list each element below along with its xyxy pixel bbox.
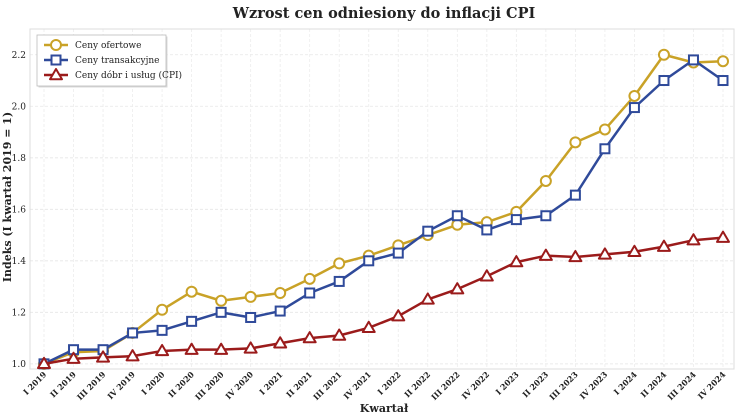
data-point: [66, 351, 81, 364]
legend-marker: [50, 39, 62, 51]
data-point: [420, 292, 435, 305]
data-point: [185, 285, 198, 298]
data-point: [599, 143, 611, 155]
data-point: [422, 225, 434, 237]
data-point: [628, 102, 640, 114]
data-point: [569, 136, 582, 149]
data-point: [391, 309, 406, 322]
y-axis-label: Indeks (I kwartał 2019 = 1): [1, 112, 14, 282]
data-point: [481, 224, 493, 236]
legend-marker: [50, 54, 62, 66]
x-axis-label: Kwartał: [360, 402, 409, 415]
data-point: [244, 290, 257, 303]
data-point: [538, 248, 553, 261]
legend-label: Ceny ofertowe: [75, 41, 141, 51]
data-point: [215, 306, 227, 318]
data-point: [716, 230, 730, 243]
data-point: [302, 331, 317, 344]
data-point: [569, 189, 581, 201]
data-point: [186, 315, 198, 327]
data-point: [274, 305, 286, 317]
grid: [30, 29, 734, 369]
data-point: [598, 123, 611, 136]
data-point: [450, 282, 465, 295]
legend-marker: [49, 68, 63, 81]
y-tick-label: 1.2: [12, 308, 26, 318]
data-point: [509, 255, 524, 268]
data-point: [37, 356, 51, 370]
data-point: [656, 239, 671, 252]
y-tick-label: 2.0: [12, 102, 27, 112]
data-point: [686, 233, 701, 246]
data-point: [392, 247, 404, 259]
plot-border: [29, 28, 735, 370]
legend-label: Ceny dóbr i usług (CPI): [75, 70, 182, 81]
data-point: [568, 249, 583, 263]
chart-title: Wzrost cen odniesiony do inflacji CPI: [232, 5, 536, 22]
series-group: [37, 48, 730, 370]
data-point: [540, 210, 552, 222]
data-point: [717, 75, 729, 87]
data-point: [657, 48, 670, 61]
y-tick-label: 1.0: [12, 360, 27, 370]
data-point: [539, 174, 552, 187]
data-point: [451, 218, 464, 231]
data-point: [156, 303, 169, 316]
data-point: [127, 327, 139, 339]
data-point: [597, 247, 612, 260]
data-point: [479, 269, 494, 282]
data-point: [510, 214, 522, 226]
y-tick-label: 1.6: [12, 205, 27, 215]
data-point: [717, 55, 729, 68]
data-point: [451, 210, 463, 222]
y-tick-label: 2.2: [12, 51, 26, 61]
data-point: [243, 341, 258, 354]
data-point: [214, 342, 229, 355]
data-point: [184, 342, 199, 355]
legend: Ceny ofertowe Ceny transakcyjne Ceny dóbr …: [36, 34, 182, 88]
data-point: [304, 287, 316, 299]
data-point: [361, 320, 376, 333]
series-line: [43, 53, 724, 366]
data-point: [333, 275, 345, 287]
y-tick-label: 1.8: [12, 154, 27, 164]
data-point: [333, 257, 346, 270]
data-point: [155, 343, 170, 357]
data-point: [332, 328, 347, 341]
y-tick-label: 1.4: [12, 257, 27, 267]
data-point: [96, 350, 111, 363]
data-point: [245, 311, 257, 323]
data-point: [658, 75, 670, 87]
data-point: [156, 324, 168, 336]
data-point: [273, 336, 288, 349]
data-point: [627, 244, 642, 258]
series-ceny-transakcyjne: [38, 54, 729, 370]
data-point: [363, 255, 375, 267]
data-point: [125, 349, 140, 362]
data-point: [303, 272, 316, 285]
legend-label: Ceny transakcyjne: [75, 56, 160, 66]
data-point: [274, 287, 287, 300]
data-point: [628, 89, 641, 102]
data-point: [687, 54, 699, 66]
data-point: [215, 294, 228, 307]
series-ceny-dobr-i-us-ug-cpi: [37, 230, 730, 370]
